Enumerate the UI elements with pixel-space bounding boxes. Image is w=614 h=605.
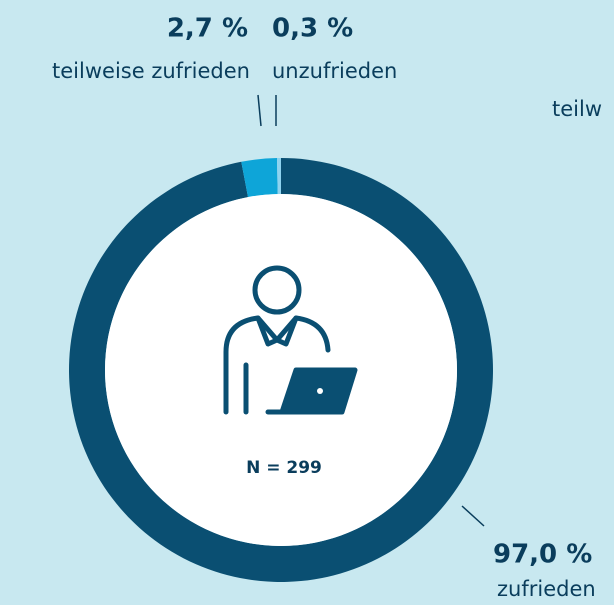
donut-segment bbox=[277, 158, 281, 195]
donut-hole bbox=[105, 194, 457, 546]
center-label: N = 299 bbox=[246, 458, 322, 478]
value-label: 2,7 % bbox=[167, 14, 248, 44]
value-label: 0,3 % bbox=[272, 14, 353, 44]
donut-segment bbox=[241, 158, 278, 198]
leader-line bbox=[257, 94, 262, 127]
value-label: 97,0 % bbox=[493, 540, 592, 570]
category-label: unzufrieden bbox=[272, 59, 397, 83]
category-label: zufrieden bbox=[497, 577, 596, 601]
annotation: teilw bbox=[552, 97, 602, 121]
donut bbox=[68, 158, 493, 582]
person-icon bbox=[223, 265, 358, 415]
category-label: teilweise zufrieden bbox=[52, 59, 250, 83]
leader-line bbox=[461, 505, 485, 527]
